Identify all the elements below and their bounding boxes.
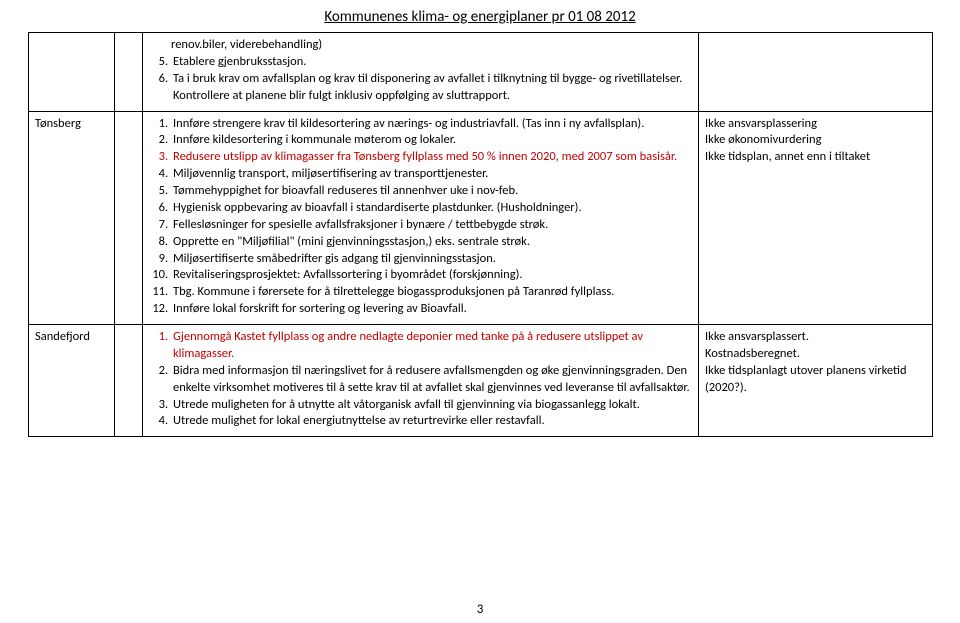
note-line: Ikke tidsplanlagt utover planens virketi… — [705, 363, 926, 397]
list-item: Redusere utslipp av klimagasser fra Tøns… — [171, 149, 692, 166]
list-item: Etablere gjenbruksstasjon. — [171, 54, 692, 71]
item-list: Innføre strengere krav til kildesorterin… — [149, 116, 692, 319]
list-item: Innføre lokal forskrift for sortering og… — [171, 301, 692, 318]
list-item: Fellesløsninger for spesielle avfallsfra… — [171, 217, 692, 234]
list-item: Utrede mulighet for lokal energiutnyttel… — [171, 413, 692, 430]
list-item: Gjennomgå Kastet fyllplass og andre nedl… — [171, 329, 692, 363]
item-list: Etablere gjenbruksstasjon.Ta i bruk krav… — [149, 54, 692, 105]
row-label: Sandefjord — [29, 325, 115, 437]
note-line: Ikke ansvarsplassering — [705, 116, 926, 133]
list-item: Utrede muligheten for å utnytte alt våto… — [171, 397, 692, 414]
note-line: Ikke ansvarsplassert. — [705, 329, 926, 346]
row-content: Innføre strengere krav til kildesorterin… — [143, 111, 699, 325]
list-item: Opprette en "Miljøfilial" (mini gjenvinn… — [171, 234, 692, 251]
row-notes: Ikke ansvarsplassert.Kostnadsberegnet.Ik… — [699, 325, 933, 437]
list-item: Revitaliseringsprosjektet: Avfallssorter… — [171, 267, 692, 284]
row-spacer — [115, 325, 143, 437]
note-line: Ikke økonomivurdering — [705, 132, 926, 149]
list-item: Bidra med informasjon til næringslivet f… — [171, 363, 692, 397]
list-item: Miljøvennlig transport, miljøsertifiseri… — [171, 166, 692, 183]
page-number: 3 — [0, 602, 960, 617]
row-label: Tønsberg — [29, 111, 115, 325]
note-line: Ikke tidsplan, annet enn i tiltaket — [705, 149, 926, 166]
row-content: Gjennomgå Kastet fyllplass og andre nedl… — [143, 325, 699, 437]
list-item: Innføre strengere krav til kildesorterin… — [171, 116, 692, 133]
page-title: Kommunenes klima- og energiplaner pr 01 … — [28, 8, 932, 26]
row-label — [29, 33, 115, 112]
row-notes: Ikke ansvarsplasseringIkke økonomivurder… — [699, 111, 933, 325]
note-line: Kostnadsberegnet. — [705, 346, 926, 363]
continuation-text: renov.biler, viderebehandling) — [149, 37, 692, 54]
table-row: Sandefjord Gjennomgå Kastet fyllplass og … — [29, 325, 933, 437]
main-table: renov.biler, viderebehandling)Etablere g… — [28, 32, 933, 437]
row-content: renov.biler, viderebehandling)Etablere g… — [143, 33, 699, 112]
row-spacer — [115, 111, 143, 325]
list-item: Miljøsertifiserte småbedrifter gis adgan… — [171, 251, 692, 268]
list-item: Ta i bruk krav om avfallsplan og krav ti… — [171, 71, 692, 105]
list-item: Tbg. Kommune i førersete for å tilrettel… — [171, 284, 692, 301]
list-item: Tømmehyppighet for bioavfall reduseres t… — [171, 183, 692, 200]
list-item: Innføre kildesortering i kommunale møter… — [171, 132, 692, 149]
table-row: renov.biler, viderebehandling)Etablere g… — [29, 33, 933, 112]
row-notes — [699, 33, 933, 112]
list-item: Hygienisk oppbevaring av bioavfall i sta… — [171, 200, 692, 217]
table-row: Tønsberg Innføre strengere krav til kilde… — [29, 111, 933, 325]
row-spacer — [115, 33, 143, 112]
item-list: Gjennomgå Kastet fyllplass og andre nedl… — [149, 329, 692, 430]
